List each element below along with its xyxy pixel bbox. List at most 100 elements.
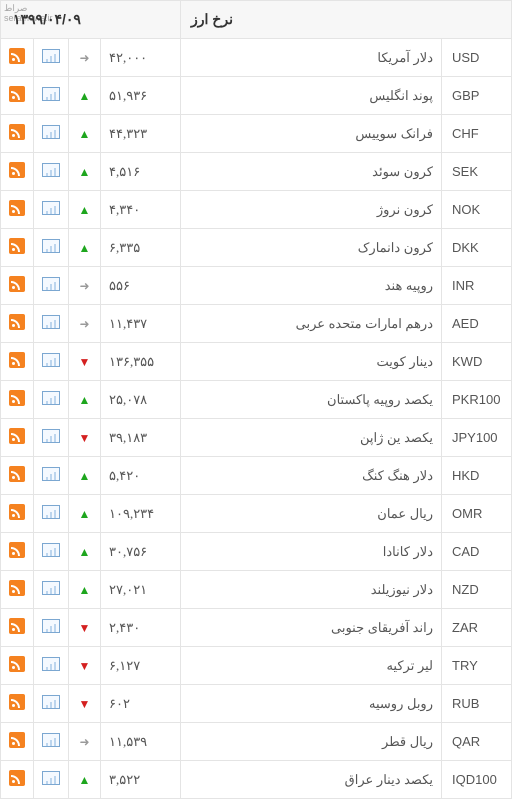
watermark-logo: صراط seratnews.ir <box>4 4 64 34</box>
currency-code: QAR <box>442 723 512 761</box>
currency-rate: ۲۵,۰۷۸ <box>101 381 181 419</box>
chart-link[interactable] <box>34 115 69 153</box>
rss-icon <box>9 124 25 140</box>
rss-link[interactable] <box>1 343 34 381</box>
currency-code: SEK <box>442 153 512 191</box>
arrow-flat-icon: ➜ <box>79 317 89 331</box>
currency-rate: ۶۰۲ <box>101 685 181 723</box>
chart-link[interactable] <box>34 495 69 533</box>
watermark-url: seratnews.ir <box>4 14 64 24</box>
trend-indicator: ▼ <box>69 343 101 381</box>
header-title: نرخ ارز <box>181 1 512 39</box>
currency-name: کرون دانمارک <box>181 229 442 267</box>
currency-code: CHF <box>442 115 512 153</box>
rss-link[interactable] <box>1 381 34 419</box>
chart-icon <box>42 733 60 747</box>
arrow-up-icon: ▲ <box>79 469 91 483</box>
trend-indicator: ▲ <box>69 115 101 153</box>
arrow-down-icon: ▼ <box>79 621 91 635</box>
rss-icon <box>9 200 25 216</box>
rss-link[interactable] <box>1 457 34 495</box>
currency-code: HKD <box>442 457 512 495</box>
rss-link[interactable] <box>1 609 34 647</box>
chart-link[interactable] <box>34 761 69 799</box>
arrow-down-icon: ▼ <box>79 659 91 673</box>
chart-link[interactable] <box>34 267 69 305</box>
currency-rate: ۵۵۶ <box>101 267 181 305</box>
rss-icon <box>9 466 25 482</box>
chart-icon <box>42 391 60 405</box>
rss-icon <box>9 428 25 444</box>
chart-icon <box>42 429 60 443</box>
trend-indicator: ▼ <box>69 685 101 723</box>
rss-link[interactable] <box>1 39 34 77</box>
currency-rate: ۴۲,۰۰۰ <box>101 39 181 77</box>
chart-link[interactable] <box>34 39 69 77</box>
currency-code: OMR <box>442 495 512 533</box>
chart-link[interactable] <box>34 723 69 761</box>
table-row: GBPپوند انگلیس۵۱,۹۳۶▲ <box>1 77 512 115</box>
trend-indicator: ▼ <box>69 419 101 457</box>
chart-icon <box>42 467 60 481</box>
currency-code: JPY100 <box>442 419 512 457</box>
rss-link[interactable] <box>1 495 34 533</box>
rss-link[interactable] <box>1 419 34 457</box>
chart-link[interactable] <box>34 153 69 191</box>
table-row: HKDدلار هنگ کنگ۵,۴۲۰▲ <box>1 457 512 495</box>
rss-link[interactable] <box>1 685 34 723</box>
rss-icon <box>9 162 25 178</box>
rss-link[interactable] <box>1 571 34 609</box>
rss-link[interactable] <box>1 229 34 267</box>
currency-rate: ۴۴,۳۲۳ <box>101 115 181 153</box>
arrow-up-icon: ▲ <box>79 241 91 255</box>
currency-name: فرانک سوییس <box>181 115 442 153</box>
rss-icon <box>9 504 25 520</box>
rss-link[interactable] <box>1 305 34 343</box>
trend-indicator: ▲ <box>69 495 101 533</box>
currency-name: روبل روسیه <box>181 685 442 723</box>
exchange-rate-table: نرخ ارز ۱۳۹۹/۰۴/۰۹ USDدلار آمریکا۴۲,۰۰۰➜… <box>0 0 512 799</box>
arrow-up-icon: ▲ <box>79 127 91 141</box>
rss-link[interactable] <box>1 533 34 571</box>
chart-link[interactable] <box>34 229 69 267</box>
currency-rate: ۶,۱۲۷ <box>101 647 181 685</box>
rss-link[interactable] <box>1 723 34 761</box>
table-row: SEKکرون سوئد۴,۵۱۶▲ <box>1 153 512 191</box>
currency-code: ZAR <box>442 609 512 647</box>
chart-icon <box>42 315 60 329</box>
currency-name: ریال قطر <box>181 723 442 761</box>
chart-icon <box>42 771 60 785</box>
trend-indicator: ➜ <box>69 305 101 343</box>
rss-link[interactable] <box>1 115 34 153</box>
chart-link[interactable] <box>34 609 69 647</box>
rss-link[interactable] <box>1 647 34 685</box>
currency-code: USD <box>442 39 512 77</box>
chart-link[interactable] <box>34 571 69 609</box>
rss-link[interactable] <box>1 761 34 799</box>
trend-indicator: ▼ <box>69 609 101 647</box>
arrow-up-icon: ▲ <box>79 165 91 179</box>
table-row: OMRریال عمان۱۰۹,۲۳۴▲ <box>1 495 512 533</box>
chart-link[interactable] <box>34 343 69 381</box>
table-row: NZDدلار نیوزیلند۲۷,۰۲۱▲ <box>1 571 512 609</box>
trend-indicator: ▲ <box>69 229 101 267</box>
currency-name: دلار کانادا <box>181 533 442 571</box>
chart-link[interactable] <box>34 457 69 495</box>
rss-link[interactable] <box>1 153 34 191</box>
chart-link[interactable] <box>34 191 69 229</box>
chart-icon <box>42 239 60 253</box>
currency-code: NZD <box>442 571 512 609</box>
chart-link[interactable] <box>34 419 69 457</box>
rss-link[interactable] <box>1 267 34 305</box>
chart-link[interactable] <box>34 381 69 419</box>
chart-link[interactable] <box>34 305 69 343</box>
rss-link[interactable] <box>1 77 34 115</box>
currency-name: دلار نیوزیلند <box>181 571 442 609</box>
chart-link[interactable] <box>34 685 69 723</box>
chart-link[interactable] <box>34 77 69 115</box>
table-row: NOKکرون نروژ۴,۳۴۰▲ <box>1 191 512 229</box>
chart-link[interactable] <box>34 533 69 571</box>
arrow-up-icon: ▲ <box>79 89 91 103</box>
rss-link[interactable] <box>1 191 34 229</box>
chart-link[interactable] <box>34 647 69 685</box>
